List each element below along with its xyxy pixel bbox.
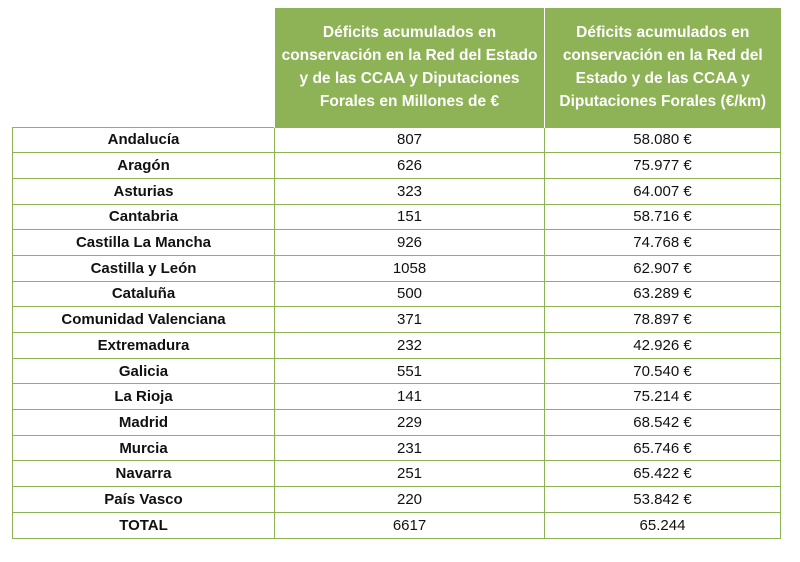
header-region-blank bbox=[12, 8, 275, 127]
eur-km-cell: 74.768 € bbox=[544, 229, 781, 256]
region-cell: Galicia bbox=[12, 357, 275, 385]
millones-cell: 323 bbox=[274, 177, 545, 205]
millones-cell: 500 bbox=[274, 280, 545, 308]
millones-cell: 251 bbox=[274, 460, 545, 488]
millones-cell: 926 bbox=[274, 229, 545, 256]
table-row: Asturias 323 64.007 € bbox=[12, 177, 781, 205]
table-row: Comunidad Valenciana 371 78.897 € bbox=[12, 306, 781, 333]
table-row: Murcia 231 65.746 € bbox=[12, 434, 781, 462]
deficit-table: Déficits acumulados en conservación en l… bbox=[12, 8, 781, 539]
eur-km-cell: 58.080 € bbox=[544, 126, 781, 154]
millones-cell: 371 bbox=[274, 306, 545, 333]
eur-km-cell: 65.746 € bbox=[544, 434, 781, 462]
table-row: Aragón 626 75.977 € bbox=[12, 152, 781, 179]
table-row: Cataluña 500 63.289 € bbox=[12, 280, 781, 308]
eur-km-cell: 68.542 € bbox=[544, 409, 781, 436]
eur-km-cell: 70.540 € bbox=[544, 357, 781, 385]
region-cell: Madrid bbox=[12, 409, 275, 436]
millones-cell: 231 bbox=[274, 434, 545, 462]
table-row: Extremadura 232 42.926 € bbox=[12, 332, 781, 359]
millones-cell: 141 bbox=[274, 383, 545, 411]
eur-km-cell: 62.907 € bbox=[544, 254, 781, 282]
eur-km-cell: 75.214 € bbox=[544, 383, 781, 411]
region-cell: Asturias bbox=[12, 177, 275, 205]
eur-km-cell: 58.716 € bbox=[544, 203, 781, 231]
eur-km-cell: 42.926 € bbox=[544, 332, 781, 359]
header-row: Déficits acumulados en conservación en l… bbox=[12, 8, 781, 127]
eur-km-cell: 53.842 € bbox=[544, 486, 781, 513]
header-eur-km: Déficits acumulados en conservación en l… bbox=[544, 8, 781, 127]
total-label-cell: TOTAL bbox=[12, 511, 275, 539]
region-cell: Castilla y León bbox=[12, 254, 275, 282]
table-row: Navarra 251 65.422 € bbox=[12, 460, 781, 488]
millones-cell: 807 bbox=[274, 126, 545, 154]
table-row: Andalucía 807 58.080 € bbox=[12, 126, 781, 154]
eur-km-cell: 63.289 € bbox=[544, 280, 781, 308]
region-cell: Andalucía bbox=[12, 126, 275, 154]
millones-cell: 232 bbox=[274, 332, 545, 359]
region-cell: Comunidad Valenciana bbox=[12, 306, 275, 333]
millones-cell: 551 bbox=[274, 357, 545, 385]
eur-km-cell: 65.422 € bbox=[544, 460, 781, 488]
table-row: Castilla La Mancha 926 74.768 € bbox=[12, 229, 781, 256]
table-row: Castilla y León 1058 62.907 € bbox=[12, 254, 781, 282]
eur-km-cell: 64.007 € bbox=[544, 177, 781, 205]
header-millones: Déficits acumulados en conservación en l… bbox=[274, 8, 545, 127]
region-cell: Cataluña bbox=[12, 280, 275, 308]
region-cell: Extremadura bbox=[12, 332, 275, 359]
region-cell: Aragón bbox=[12, 152, 275, 179]
millones-cell: 626 bbox=[274, 152, 545, 179]
table-row: País Vasco 220 53.842 € bbox=[12, 486, 781, 513]
eur-km-cell: 78.897 € bbox=[544, 306, 781, 333]
millones-cell: 1058 bbox=[274, 254, 545, 282]
total-row: TOTAL 6617 65.244 bbox=[12, 511, 781, 539]
region-cell: La Rioja bbox=[12, 383, 275, 411]
region-cell: Cantabria bbox=[12, 203, 275, 231]
eur-km-cell: 75.977 € bbox=[544, 152, 781, 179]
millones-cell: 229 bbox=[274, 409, 545, 436]
millones-cell: 151 bbox=[274, 203, 545, 231]
table-row: Galicia 551 70.540 € bbox=[12, 357, 781, 385]
region-cell: Castilla La Mancha bbox=[12, 229, 275, 256]
region-cell: País Vasco bbox=[12, 486, 275, 513]
total-eur-km-cell: 65.244 bbox=[544, 511, 781, 539]
total-millones-cell: 6617 bbox=[274, 511, 545, 539]
table-row: Cantabria 151 58.716 € bbox=[12, 203, 781, 231]
table-body: Andalucía 807 58.080 € Aragón 626 75.977 € A… bbox=[12, 126, 781, 539]
region-cell: Navarra bbox=[12, 460, 275, 488]
table-row: Madrid 229 68.542 € bbox=[12, 409, 781, 436]
millones-cell: 220 bbox=[274, 486, 545, 513]
deficit-table-container: Déficits acumulados en conservación en l… bbox=[12, 8, 781, 539]
region-cell: Murcia bbox=[12, 434, 275, 462]
table-row: La Rioja 141 75.214 € bbox=[12, 383, 781, 411]
